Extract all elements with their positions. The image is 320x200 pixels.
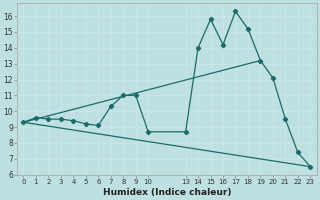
X-axis label: Humidex (Indice chaleur): Humidex (Indice chaleur): [103, 188, 231, 197]
